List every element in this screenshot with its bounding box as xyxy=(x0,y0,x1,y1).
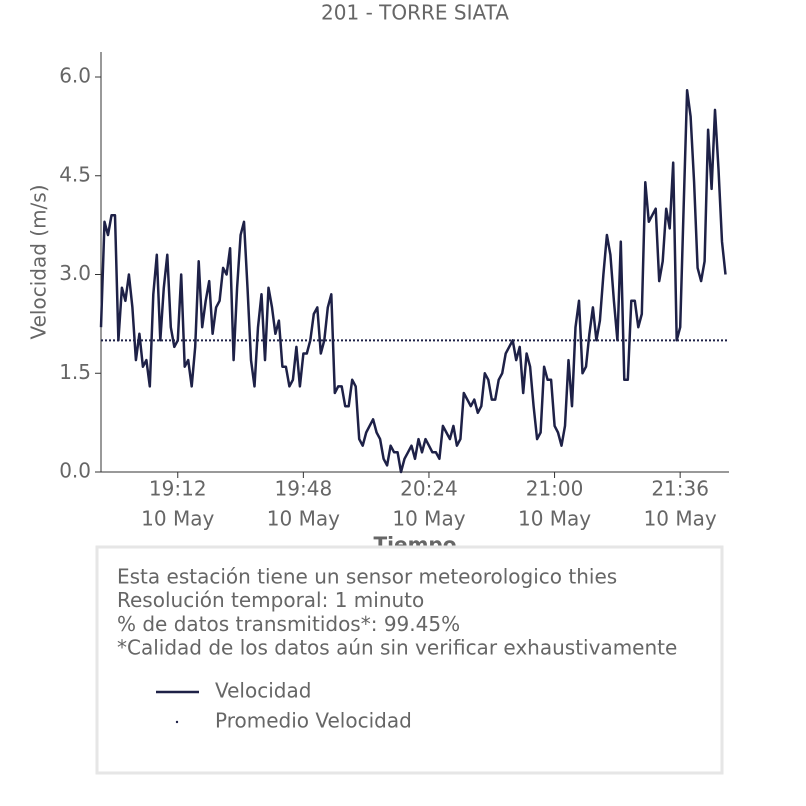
y-axis-label: Velocidad (m/s) xyxy=(27,184,51,339)
y-tick-label: 3.0 xyxy=(59,261,91,285)
x-tick-date: 10 May xyxy=(518,507,591,531)
x-tick-label: 20:24 xyxy=(400,477,458,501)
x-tick-date: 10 May xyxy=(392,507,465,531)
y-tick-label: 4.5 xyxy=(59,162,91,186)
x-tick-date: 10 May xyxy=(644,507,717,531)
series-line xyxy=(99,88,727,474)
x-tick-date: 10 May xyxy=(267,507,340,531)
x-tick-label: 19:48 xyxy=(275,477,333,501)
y-tick-label: 0.0 xyxy=(59,459,91,483)
legend-label: Velocidad xyxy=(215,679,311,703)
x-tick-label: 19:12 xyxy=(149,477,207,501)
legend-label: Promedio Velocidad xyxy=(215,709,412,733)
info-text: Esta estación tiene un sensor meteorolog… xyxy=(117,565,617,589)
info-text: % de datos transmitidos*: 99.45% xyxy=(117,612,460,636)
y-tick-label: 6.0 xyxy=(59,64,91,88)
x-tick-date: 10 May xyxy=(141,507,214,531)
info-text: *Calidad de los datos aún sin verificar … xyxy=(117,636,677,660)
x-tick-label: 21:36 xyxy=(651,477,709,501)
x-tick-label: 21:00 xyxy=(526,477,584,501)
legend-swatch xyxy=(175,720,179,724)
info-box xyxy=(95,545,724,775)
info-text: Resolución temporal: 1 minuto xyxy=(117,588,424,612)
chart-title: 201 - TORRE SIATA xyxy=(321,1,509,25)
y-tick-label: 1.5 xyxy=(59,360,91,384)
